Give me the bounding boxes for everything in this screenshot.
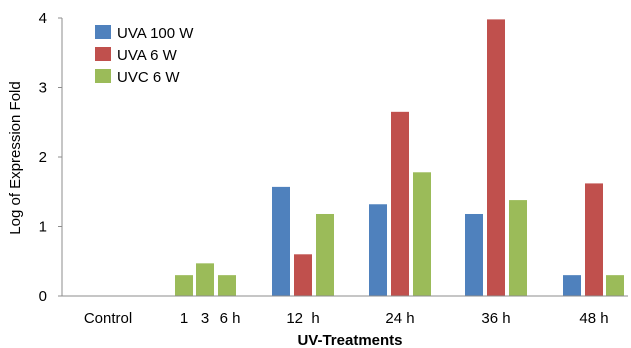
legend: UVA 100 W UVA 6 W UVC 6 W: [95, 25, 194, 86]
bar-uvc-6-w-6-h: [218, 275, 236, 296]
y-tick-label: 0: [39, 288, 47, 305]
bar-uvc-6-w-12-h: [316, 213, 334, 296]
x-tick-label: 24 h: [385, 310, 414, 327]
bar-uva-6-w-48-h: [585, 183, 603, 296]
legend-label-uva-100-w: UVA 100 W: [117, 25, 194, 42]
x-tick-label: 36 h: [481, 310, 510, 327]
bar-uvc-6-w-36-h: [509, 200, 527, 296]
y-tick-label: 1: [39, 219, 47, 236]
bar-uva-6-w-36-h: [487, 19, 505, 296]
legend-swatch-uva-100-w: [95, 25, 111, 39]
bar-uva-6-w-24-h: [391, 111, 409, 296]
bar-uva-100-w-48-h: [563, 275, 581, 296]
legend-swatch-uva-6-w: [95, 47, 111, 61]
bar-uva-100-w-24-h: [369, 204, 387, 296]
legend-swatch-uvc-6-w: [95, 69, 111, 83]
x-tick-label: 3: [201, 310, 209, 327]
y-tick-label: 2: [39, 149, 47, 166]
legend-label-uvc-6-w: UVC 6 W: [117, 69, 180, 86]
y-tick-label: 4: [39, 10, 47, 27]
bars-layer: [175, 19, 624, 296]
x-tick-label: Control: [84, 310, 132, 327]
y-axis-title: Log of Expression Fold: [7, 81, 24, 234]
legend-label-uva-6-w: UVA 6 W: [117, 47, 178, 64]
bar-uvc-6-w-1: [175, 275, 193, 296]
bar-uvc-6-w-3: [196, 263, 214, 296]
y-tick-label: 3: [39, 80, 47, 97]
x-tick-label: 1: [180, 310, 188, 327]
x-tick-label: 48 h: [579, 310, 608, 327]
bar-uvc-6-w-48-h: [606, 275, 624, 296]
bar-uva-100-w-12-h: [272, 186, 290, 296]
x-tick-label: 6 h: [220, 310, 241, 327]
x-axis-title: UV-Treatments: [297, 332, 402, 348]
bar-uva-6-w-12-h: [294, 254, 312, 296]
bar-uvc-6-w-24-h: [413, 172, 431, 296]
bar-uva-100-w-36-h: [465, 213, 483, 296]
x-tick-label: 12 h: [286, 310, 319, 327]
